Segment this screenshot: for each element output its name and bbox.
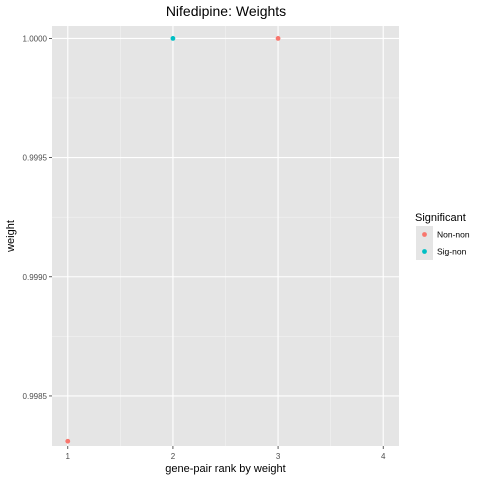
y-tick-label: 0.9985 <box>23 392 48 401</box>
legend-title: Significant <box>415 212 466 224</box>
legend-swatch <box>422 249 427 254</box>
y-tick-label: 1.0000 <box>23 34 48 43</box>
data-point <box>275 35 281 41</box>
x-tick-label: 3 <box>276 452 281 461</box>
x-axis-ticks: 1 2 3 4 <box>66 446 386 461</box>
legend-label: Sig-non <box>437 247 467 257</box>
x-tick-label: 4 <box>381 452 386 461</box>
legend-label: Non-non <box>437 230 470 240</box>
data-points <box>65 35 281 444</box>
legend: Significant Non-non Sig-non <box>415 212 470 260</box>
x-tick-label: 2 <box>171 452 176 461</box>
x-tick-label: 1 <box>66 452 71 461</box>
x-axis-label: gene-pair rank by weight <box>165 463 285 475</box>
legend-swatch <box>422 232 427 237</box>
data-point <box>65 438 71 444</box>
y-axis-label: weight <box>5 220 17 253</box>
y-tick-label: 0.9990 <box>23 273 48 282</box>
data-point <box>170 35 176 41</box>
minor-gridlines <box>52 26 399 446</box>
major-gridlines <box>52 26 399 446</box>
chart-title: Nifedipine: Weights <box>166 3 286 19</box>
y-axis-ticks: 0.9985 0.9990 0.9995 1.0000 <box>23 34 52 401</box>
y-tick-label: 0.9995 <box>23 154 48 163</box>
